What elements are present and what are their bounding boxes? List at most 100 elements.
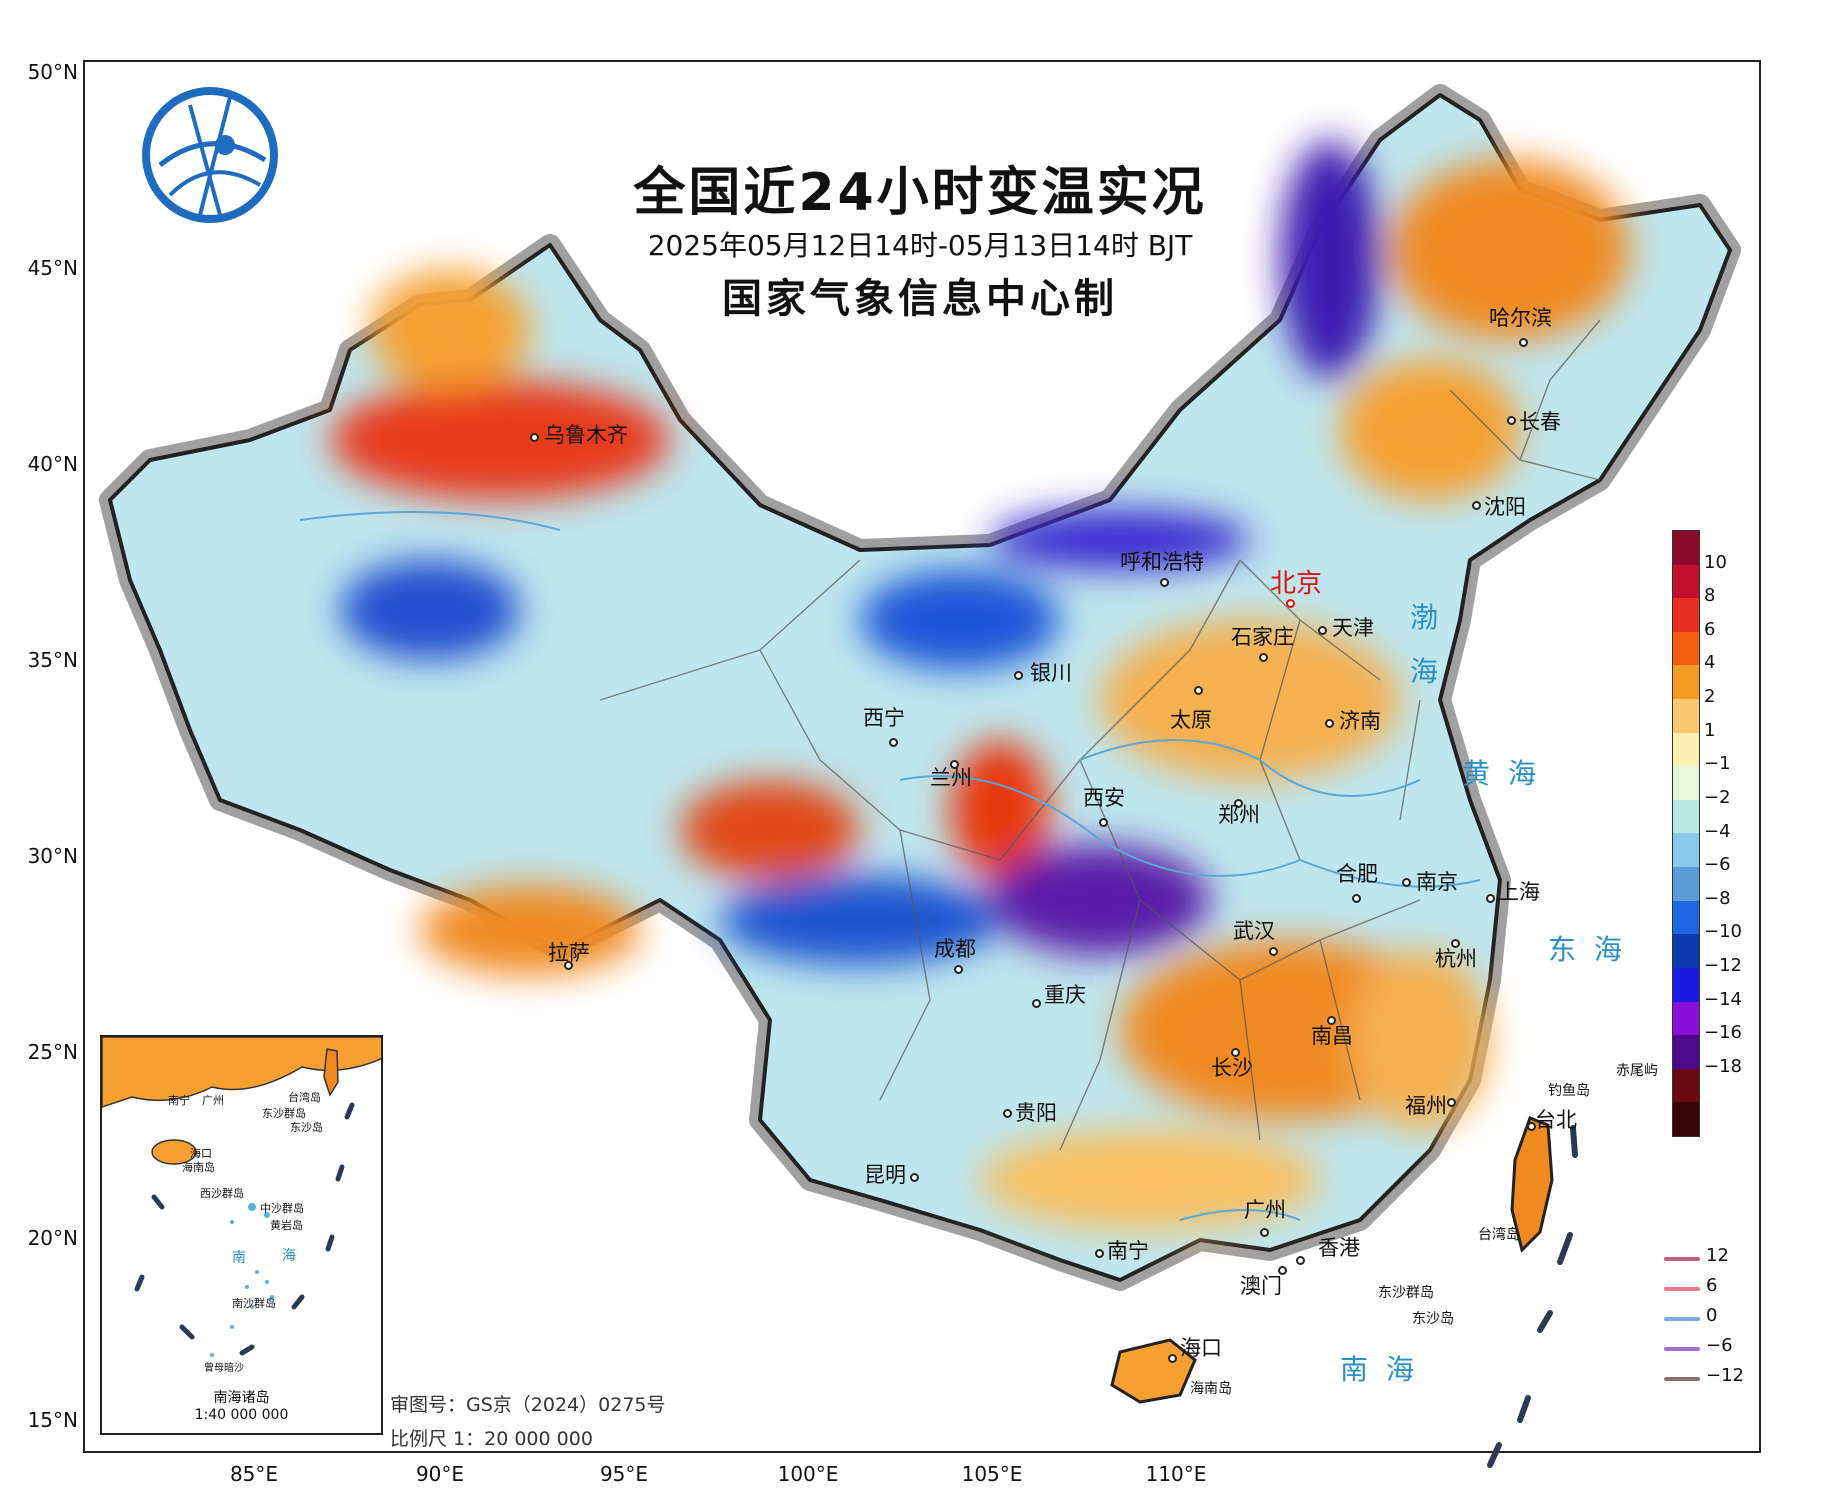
city-marker — [1507, 416, 1516, 425]
city-marker — [1014, 671, 1023, 680]
inset-label: 海口 — [190, 1147, 212, 1160]
city-marker — [1003, 1109, 1012, 1118]
inset-title: 南海诸岛 — [213, 1390, 270, 1406]
city-label: 武汉 — [1233, 919, 1275, 943]
city-marker — [1472, 501, 1481, 510]
city-label: 兰州 — [930, 766, 972, 790]
map-subtitle: 2025年05月12日14时-05月13日14时 BJT — [647, 229, 1193, 262]
sea-label-donghai: 东海 — [1548, 933, 1641, 966]
city-marker — [1260, 1228, 1269, 1237]
legend-tick-label: −18 — [1704, 1055, 1742, 1077]
city-label: 银川 — [1030, 661, 1072, 685]
inset-label: 海南岛 — [182, 1161, 215, 1174]
city-label: 西安 — [1083, 786, 1125, 810]
city-marker — [1296, 1256, 1305, 1265]
inset-label: 海 — [282, 1248, 296, 1264]
city-marker — [954, 965, 963, 974]
legend-tick-label: −1 — [1704, 753, 1731, 775]
inset-label: 南 — [232, 1250, 246, 1266]
legend-tick-label: 6 — [1704, 618, 1716, 640]
legend-swatch — [1673, 631, 1699, 666]
isoline-label: −6 — [1706, 1335, 1733, 1356]
legend-tick-label: −6 — [1704, 854, 1731, 876]
city-label: 贵阳 — [1015, 1101, 1057, 1125]
city-label: 香港 — [1318, 1236, 1360, 1260]
city-marker — [1194, 686, 1203, 695]
inset-label: 广州 — [202, 1094, 224, 1107]
review-number: 审图号：GS京（2024）0275号 — [390, 1394, 666, 1416]
city-marker — [1318, 626, 1327, 635]
city-label: 太原 — [1170, 708, 1212, 732]
inset-label: 台湾岛 — [288, 1091, 321, 1104]
sea-label-nanhai: 南海 — [1340, 1353, 1433, 1386]
city-marker — [910, 1173, 919, 1182]
city-marker — [950, 760, 959, 769]
feature-label: 台湾岛 — [1478, 1227, 1520, 1243]
city-marker — [1325, 719, 1334, 728]
lat-label: 30°N — [27, 844, 78, 868]
legend-tick-label: 1 — [1704, 719, 1716, 741]
lat-label: 50°N — [27, 60, 78, 84]
rivers — [299, 511, 1481, 1221]
legend-swatch — [1673, 665, 1699, 700]
feature-label: 东沙群岛 — [1378, 1285, 1434, 1301]
city-marker — [1095, 1249, 1104, 1258]
isoline-label: −12 — [1706, 1365, 1744, 1386]
legend-swatch — [1673, 598, 1699, 632]
city-marker — [530, 433, 539, 442]
south-china-sea-inset: 南宁 广州 台湾岛 东沙群岛 东沙岛 海口 海南岛 西沙群岛 中沙群岛 黄岩岛 … — [100, 1035, 383, 1435]
lat-label: 35°N — [27, 648, 78, 672]
city-marker — [564, 961, 573, 970]
legend-swatch — [1673, 564, 1699, 599]
feature-label: 海南岛 — [1190, 1381, 1232, 1397]
city-label: 长春 — [1519, 410, 1561, 434]
legend-tick-label: −10 — [1704, 921, 1742, 943]
city-label: 北京 — [1270, 569, 1323, 599]
city-marker — [1168, 1354, 1177, 1363]
feature-label: 东沙岛 — [1412, 1311, 1454, 1327]
inset-label: 曾母暗沙 — [204, 1363, 244, 1374]
legend-swatch — [1673, 1001, 1699, 1036]
isoline-legend-item: 0 — [1664, 1305, 1784, 1331]
city-marker — [1234, 799, 1243, 808]
inset-label: 中沙群岛 — [260, 1202, 304, 1215]
map-scale: 比例尺 1：20 000 000 — [390, 1428, 593, 1450]
city-label: 昆明 — [864, 1163, 906, 1187]
isoline-legend-item: −12 — [1664, 1365, 1784, 1391]
city-label: 杭州 — [1435, 947, 1477, 971]
legend-swatch — [1673, 867, 1699, 901]
city-marker — [1402, 878, 1411, 887]
city-marker — [1032, 999, 1041, 1008]
feature-label: 钓鱼岛 — [1548, 1083, 1590, 1099]
lon-label: 95°E — [599, 1462, 649, 1486]
legend-swatch — [1673, 1035, 1699, 1069]
isoline-label: 6 — [1706, 1275, 1718, 1296]
lon-label: 90°E — [415, 1462, 465, 1486]
legend-swatch — [1673, 766, 1699, 800]
city-label: 石家庄 — [1231, 625, 1294, 649]
sea-label-bohai: 海 — [1410, 655, 1457, 688]
city-marker — [1099, 818, 1108, 827]
city-marker — [1527, 1122, 1536, 1131]
city-label: 拉萨 — [548, 941, 590, 965]
legend-tick-label: −8 — [1704, 887, 1731, 909]
city-label: 呼和浩特 — [1120, 550, 1204, 574]
color-legend — [1672, 530, 1700, 1137]
inset-label: 东沙群岛 — [262, 1107, 306, 1120]
legend-tick-label: −12 — [1704, 954, 1742, 976]
city-label: 台北 — [1535, 1108, 1577, 1132]
map-maker: 国家气象信息中心制 — [722, 276, 1118, 322]
city-marker — [1259, 653, 1268, 662]
legend-swatch — [1673, 934, 1699, 968]
city-label: 重庆 — [1044, 983, 1086, 1007]
lat-label: 20°N — [27, 1226, 78, 1250]
taiwan-island — [1510, 1116, 1554, 1253]
inset-scale: 1:40 000 000 — [194, 1407, 289, 1423]
inset-label: 东沙岛 — [290, 1121, 323, 1134]
city-label: 南昌 — [1311, 1024, 1353, 1048]
sea-label-huanghai: 黄海 — [1462, 757, 1555, 790]
lon-label: 100°E — [777, 1462, 839, 1486]
sea-label-bohai: 渤 — [1410, 601, 1457, 634]
city-marker — [1327, 1016, 1336, 1025]
city-label: 西宁 — [863, 706, 905, 730]
